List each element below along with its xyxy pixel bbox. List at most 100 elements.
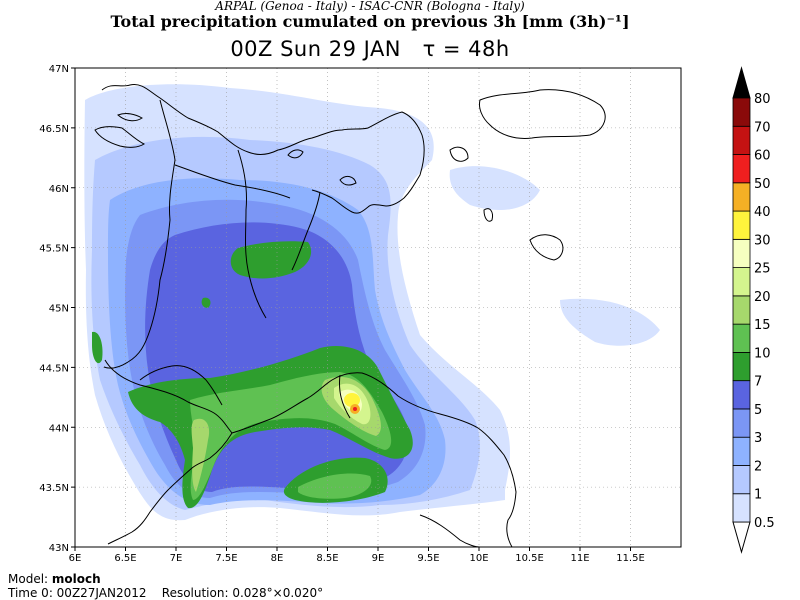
colorbar-level-label: 1 [754,488,762,503]
lon-label: 10.5E [515,553,544,564]
border [139,365,223,406]
colorbar-level-label: 5 [754,403,762,418]
model-name: moloch [51,572,101,586]
lat-label: 46N [49,184,69,195]
coastline [107,432,233,545]
border [339,374,351,419]
forecast-lead: τ = 48h [422,37,510,61]
colorbar-swatch [732,210,751,240]
colorbar-swatch [732,351,751,382]
coastline [419,514,481,547]
lat-label: 44.5N [39,363,69,374]
lon-label: 7.5E [215,553,237,564]
colorbar-swatch [732,408,751,438]
precip-area-7 [92,331,103,364]
colorbar-swatch [732,323,751,353]
resolution-text: Resolution: 0.028°×0.020° [161,586,324,600]
colorbar-level-label: 30 [754,233,771,248]
border [103,99,176,369]
colorbar-level-label: 70 [754,120,771,135]
precip-area-0-5 [449,166,540,210]
coastline [479,89,606,139]
model-info: Model: moloch [8,573,101,586]
colorbar-level-label: 2 [754,459,762,474]
lon-label: 7E [170,553,183,564]
colorbar-lower-extension [732,521,751,554]
lon-label: 8E [271,553,284,564]
precip-area-15 [191,418,210,492]
colorbar-swatch [732,182,751,212]
lon-label: 6E [69,553,82,564]
colorbar-level-label: 0.5 [754,516,775,531]
lon-label: 11.5E [616,553,645,564]
colorbar-swatch [732,97,751,127]
border [237,149,267,319]
border [174,164,291,199]
precip-area-7 [201,297,211,308]
lat-label: 47N [49,64,69,75]
coastline [94,126,145,148]
precip-area-10 [298,473,372,499]
lat-label: 43N [49,543,69,554]
colorbar-level-label: 7 [754,375,762,390]
border [101,83,369,155]
colorbar-swatch [732,238,751,268]
run-info: Time 0: 00Z27JAN2012 Resolution: 0.028°×… [8,587,323,600]
graticule [75,68,681,547]
coastline [449,146,469,162]
longitude-axis: 6E 6.5E 7E 7.5E 8E 8.5E 9E 9.5E 10E 10.5E 11E 11.5E [69,547,645,564]
colorbar-swatch [732,380,751,410]
colorbar-swatch [732,295,751,325]
border [291,191,321,271]
precip-area-30 [344,393,360,407]
lat-label: 45.5N [39,244,69,255]
colorbar-upper-extension [732,66,751,99]
lon-label: 6.5E [114,553,136,564]
time0-text: Time 0: 00Z27JAN2012 [8,586,147,600]
credits-line: ARPAL (Genoa - Italy) - ISAC-CNR (Bologn… [215,0,525,13]
map-title: Total precipitation cumulated on previou… [110,12,630,31]
colorbar-level-label: 20 [754,290,771,305]
lat-label: 46.5N [39,124,69,135]
colorbar-level-label: 15 [754,318,771,333]
precip-area-50 [353,407,357,411]
coastline [287,149,304,159]
lat-label: 45N [49,304,69,315]
colorbar: 0.5 1 2 3 5 7 10 15 20 25 30 40 50 60 70 80 [732,66,775,554]
colorbar-swatch [732,493,751,523]
latitude-axis: 47N 46.5N 46N 45.5N 45N 44.5N 44N 43.5N 43N [39,64,75,554]
colorbar-swatch [732,267,751,297]
colorbar-level-label: 10 [754,346,771,361]
map-area [74,67,682,548]
lat-label: 44N [49,423,69,434]
precip-area-7 [230,241,312,279]
coastlines-and-borders [94,83,606,547]
coastline [483,208,493,222]
colorbar-level-label: 60 [754,149,771,164]
colorbar-swatch [732,436,751,466]
lon-label: 11E [570,553,589,564]
lat-label: 43.5N [39,483,69,494]
coastline [339,175,357,186]
coastline [311,111,425,214]
coastline [104,359,517,547]
colorbar-level-label: 25 [754,262,771,277]
colorbar-level-label: 40 [754,205,771,220]
precip-area-0-5 [560,298,660,346]
lon-label: 8.5E [316,553,338,564]
lon-label: 9E [372,553,385,564]
valid-time-line: 00Z Sun 29 JAN τ = 48h [0,36,740,62]
lon-label: 9.5E [417,553,439,564]
colorbar-level-label: 3 [754,431,762,446]
colorbar-swatch [732,154,751,184]
coastline [529,234,564,261]
colorbar-level-label: 50 [754,177,771,192]
valid-time: 00Z Sun 29 JAN [230,37,402,61]
model-label: Model: [8,572,49,586]
colorbar-swatch [732,125,751,155]
coastline [117,113,143,122]
lon-label: 10E [469,553,488,564]
precipitation-field [84,84,660,521]
colorbar-swatch [732,465,751,495]
